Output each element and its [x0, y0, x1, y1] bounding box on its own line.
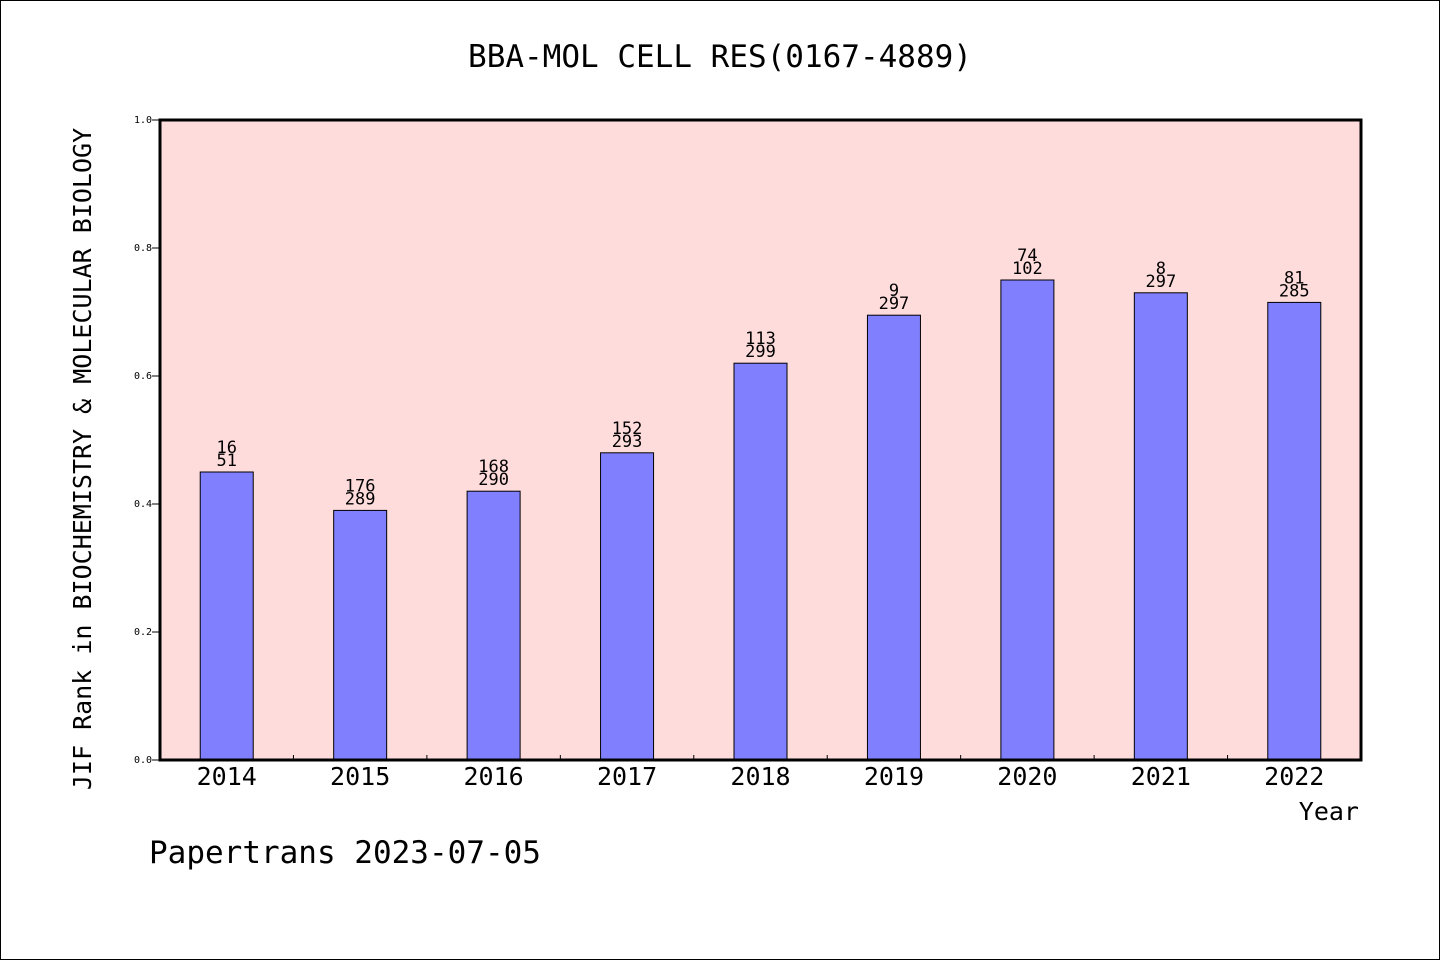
bar-rank-label: 81	[1284, 268, 1304, 288]
bar-rank-label: 16	[216, 438, 236, 458]
y-tick-label: 0.2	[134, 627, 152, 638]
chart-title: BBA-MOL CELL RES(0167-4889)	[468, 39, 972, 75]
bar-2019	[866, 314, 921, 761]
plot-border	[158, 118, 1363, 762]
bar-2018	[733, 362, 788, 761]
x-tick-label: 2016	[464, 762, 524, 791]
x-tick-label: 2014	[197, 762, 257, 791]
bar-2020	[1000, 279, 1055, 761]
y-axis-label: JIF Rank in BIOCHEMISTRY & MOLECULAR BIO…	[68, 128, 97, 790]
bar-2017	[600, 452, 655, 761]
bar-total-label: 51	[216, 451, 236, 471]
bar-total-label: 289	[345, 489, 376, 509]
bar-rank-label: 168	[478, 457, 509, 477]
bar-rank-label: 8	[1156, 259, 1166, 279]
bar-2022	[1267, 301, 1322, 761]
footer-source: Papertrans 2023-07-05	[149, 835, 541, 871]
bar-2016	[466, 490, 521, 761]
x-axis-labels: 2014 2015 2016 2017 2018 2019 2020 2021 2022	[197, 762, 1325, 791]
bars	[199, 279, 1322, 761]
y-tick-label: 0.4	[134, 499, 152, 510]
x-tick-label: 2019	[864, 762, 924, 791]
x-tick-label: 2021	[1131, 762, 1191, 791]
bar-rank-label: 176	[345, 476, 376, 496]
x-tick-label: 2017	[597, 762, 657, 791]
x-tick-label: 2015	[330, 762, 390, 791]
x-tick-label: 2020	[997, 762, 1057, 791]
bar-total-label: 297	[879, 294, 910, 314]
x-tick-label: 2022	[1264, 762, 1324, 791]
bar-rank-label: 113	[745, 329, 776, 349]
bar-total-label: 297	[1145, 272, 1176, 292]
y-axis: 0.0 0.2 0.4 0.6 0.8 1.0	[134, 115, 160, 766]
bar-total-label: 102	[1012, 259, 1043, 279]
y-tick-label: 0.0	[134, 755, 152, 766]
bar-rank-label: 152	[612, 419, 643, 439]
x-axis-label: Year	[1299, 797, 1359, 826]
bar-2015	[333, 509, 388, 761]
bar-total-label: 299	[745, 342, 776, 362]
bar-2021	[1133, 292, 1188, 761]
bar-total-label: 290	[478, 470, 509, 490]
x-tick-label: 2018	[730, 762, 790, 791]
bar-rank-label: 9	[889, 281, 899, 301]
y-tick-label: 0.8	[134, 243, 152, 254]
bar-total-label: 293	[612, 432, 643, 452]
y-tick-label: 0.6	[134, 371, 152, 382]
bar-2014	[199, 471, 254, 761]
y-tick-label: 1.0	[134, 115, 152, 126]
bar-rank-label: 74	[1017, 246, 1037, 266]
bar-total-label: 285	[1279, 281, 1310, 301]
